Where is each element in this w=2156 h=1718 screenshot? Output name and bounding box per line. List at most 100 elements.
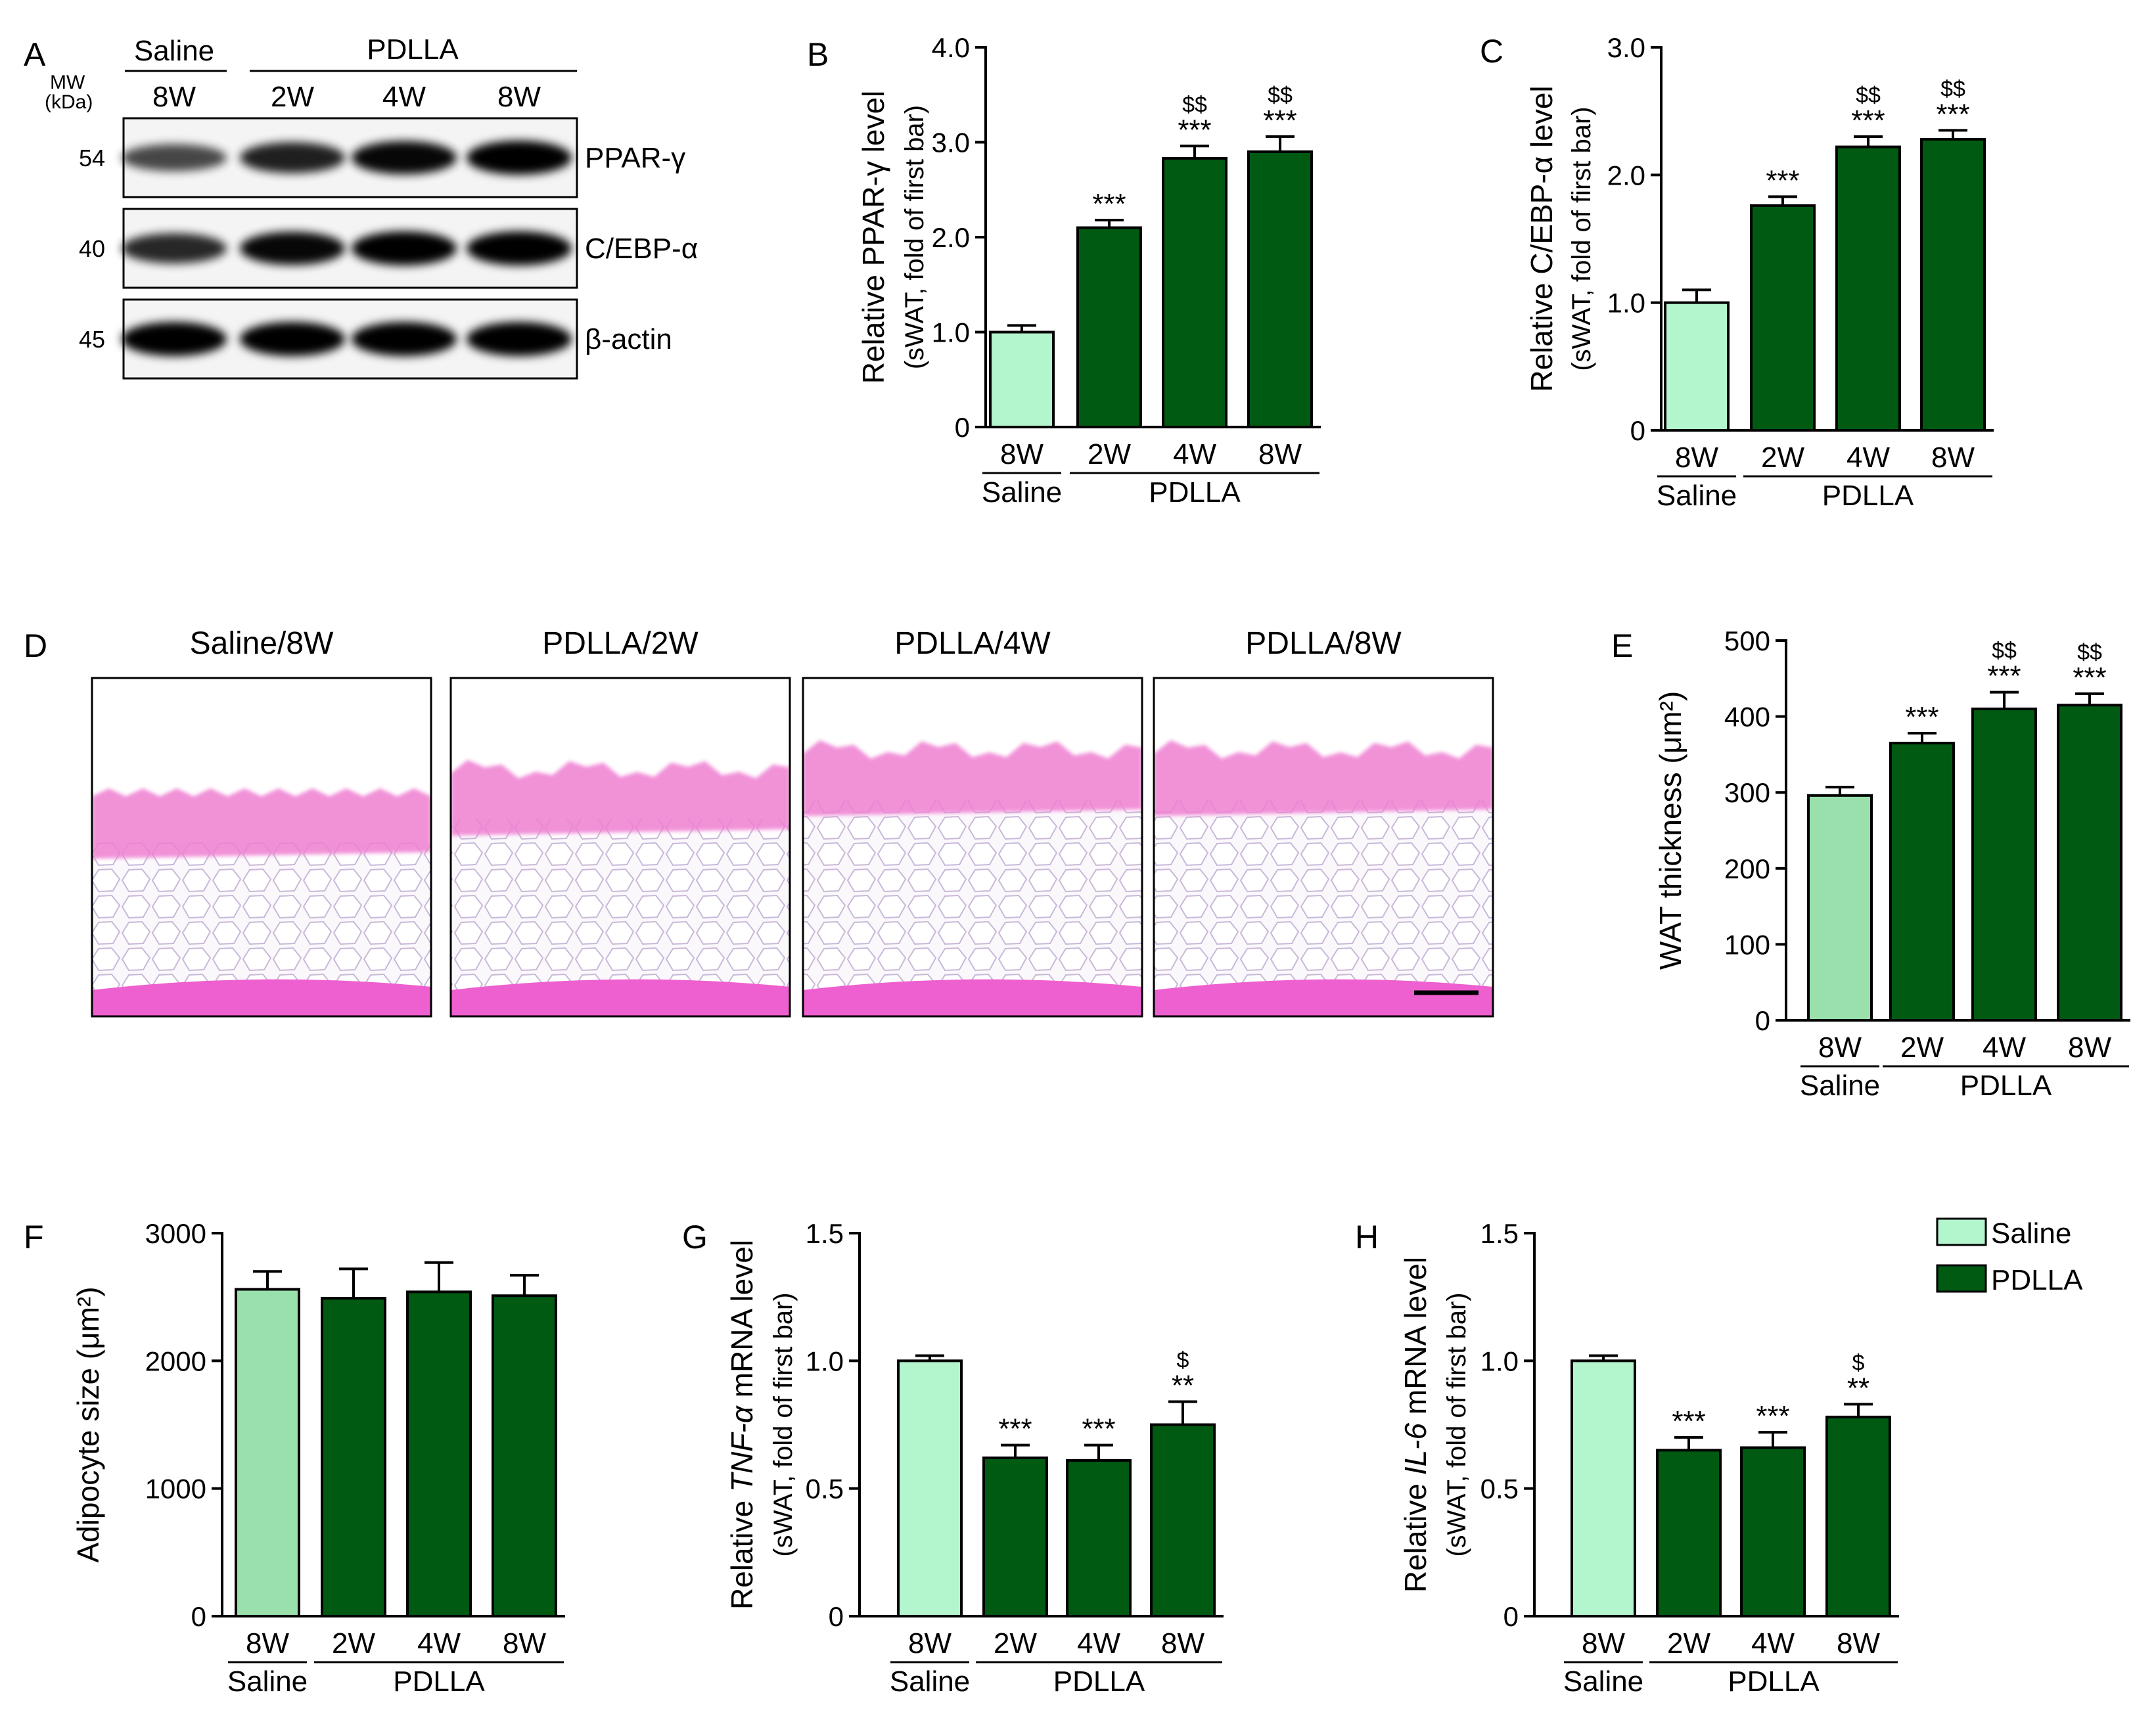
blot-lane-label: 2W bbox=[271, 81, 314, 113]
y-tick-label: 300 bbox=[1724, 777, 1770, 808]
y-tick-label: 1.0 bbox=[932, 317, 970, 348]
histology-title: PDLLA/8W bbox=[1245, 626, 1402, 661]
bar bbox=[1825, 1415, 1891, 1618]
blot-strips: 54 PPAR-γ 40 C/EBP-α 45 β-actin bbox=[79, 117, 698, 380]
significance-stars: *** bbox=[1905, 701, 1938, 733]
histology-image: PDLLA/4W bbox=[802, 626, 1143, 1018]
panel-letter: E bbox=[1611, 627, 1633, 664]
blot-band bbox=[240, 231, 345, 265]
blot-band bbox=[352, 322, 457, 356]
y-axis-label: Relative TNF-α mRNA level bbox=[725, 1240, 759, 1610]
x-tick-label: 8W bbox=[2068, 1031, 2111, 1064]
x-tick-label: 8W bbox=[1258, 438, 1302, 470]
bar bbox=[1920, 137, 1986, 432]
y-tick-label: 4.0 bbox=[932, 32, 970, 63]
blot-band bbox=[122, 144, 227, 171]
muscle-layer bbox=[451, 979, 790, 1016]
y-tick-label: 1000 bbox=[145, 1474, 206, 1504]
histology-frame bbox=[802, 677, 1143, 1018]
x-tick-label: 2W bbox=[1761, 441, 1804, 474]
bar bbox=[406, 1290, 472, 1617]
histology-frame bbox=[449, 677, 791, 1018]
x-tick-label: 2W bbox=[1667, 1627, 1710, 1660]
group-label-pdlla: PDLLA bbox=[1822, 480, 1914, 512]
x-tick-label: 2W bbox=[1088, 438, 1131, 470]
significance-stars: *** bbox=[2073, 662, 2106, 694]
x-tick-label: 8W bbox=[503, 1627, 546, 1660]
blot-lane-label: 4W bbox=[382, 81, 426, 113]
x-tick-label: 8W bbox=[1837, 1627, 1880, 1660]
y-axis-label: WAT thickness (μm²) bbox=[1653, 691, 1687, 970]
histology-title: PDLLA/2W bbox=[542, 626, 699, 661]
y-tick-label: 0 bbox=[191, 1601, 206, 1632]
significance-dollars: $ bbox=[1177, 1348, 1189, 1373]
y-tick-label: 3.0 bbox=[1607, 32, 1645, 63]
blot-band bbox=[352, 231, 457, 265]
x-tick-label: 4W bbox=[417, 1627, 461, 1660]
histology-title: PDLLA/4W bbox=[894, 626, 1051, 661]
y-tick-label: 500 bbox=[1724, 625, 1770, 656]
y-tick-label: 2.0 bbox=[932, 222, 970, 253]
bar bbox=[1571, 1359, 1636, 1617]
x-tick-label: 8W bbox=[1161, 1627, 1204, 1660]
x-tick-label: 2W bbox=[332, 1627, 375, 1660]
y-axis-label: Adipocyte size (μm²) bbox=[71, 1286, 105, 1562]
y-tick-label: 0.5 bbox=[806, 1474, 844, 1504]
bar bbox=[1750, 204, 1816, 432]
blot-band bbox=[240, 322, 345, 356]
bar bbox=[1807, 794, 1873, 1022]
significance-dollars: $$ bbox=[1268, 83, 1293, 108]
blot-band bbox=[467, 322, 572, 356]
significance-dollars: $$ bbox=[1992, 639, 2017, 664]
bar bbox=[1076, 226, 1142, 428]
histology-frame bbox=[91, 677, 432, 1018]
group-label-pdlla: PDLLA bbox=[393, 1665, 485, 1698]
histology-frame bbox=[1153, 677, 1494, 1018]
y-axis-sublabel: (sWAT, fold of first bar) bbox=[769, 1292, 798, 1556]
y-tick-label: 3.0 bbox=[932, 127, 970, 158]
y-tick-label: 0 bbox=[1755, 1005, 1770, 1036]
y-axis-sublabel: (sWAT, fold of first bar) bbox=[1442, 1292, 1471, 1556]
blot-band bbox=[352, 141, 457, 175]
muscle-layer bbox=[803, 979, 1142, 1016]
group-label-pdlla: PDLLA bbox=[1728, 1665, 1820, 1698]
y-tick-label: 0 bbox=[1630, 415, 1645, 446]
histology-image: Saline/8W bbox=[91, 626, 432, 1018]
x-tick-label: 8W bbox=[908, 1627, 952, 1660]
blot-band bbox=[467, 231, 572, 265]
x-tick-label: 8W bbox=[1000, 438, 1044, 470]
chart-b: B 0 1.0 2.0 3.0 4.0 Relative PPAR-γ level (sWAT… bbox=[807, 32, 1321, 509]
legend: Saline PDLLA bbox=[1936, 1217, 2083, 1296]
y-axis-label: Relative PPAR-γ level bbox=[856, 91, 890, 384]
bar bbox=[989, 330, 1055, 428]
bar bbox=[1740, 1446, 1806, 1617]
significance-stars: *** bbox=[1672, 1405, 1705, 1437]
group-label-saline: Saline bbox=[1800, 1070, 1880, 1102]
group-label-saline: Saline bbox=[1657, 480, 1737, 512]
legend-pdlla-swatch bbox=[1936, 1264, 1987, 1293]
bar bbox=[1066, 1458, 1132, 1617]
blot-group-saline: Saline bbox=[134, 35, 214, 67]
y-tick-label: 2.0 bbox=[1607, 160, 1645, 191]
chart-c: C 0 1.0 2.0 3.0 Relative C/EBP-α level (sWAT, … bbox=[1480, 32, 1994, 512]
y-axis-sublabel: (sWAT, fold of first bar) bbox=[1567, 106, 1596, 371]
panel-d: D Saline/8W PDLLA/2W PDLLA/4W PDLLA/8W bbox=[24, 626, 1494, 1018]
y-axis-sublabel: (sWAT, fold of first bar) bbox=[900, 105, 929, 369]
histology-image: PDLLA/8W bbox=[1153, 626, 1494, 1018]
blot-lane-labels: 8W 2W 4W 8W bbox=[152, 81, 541, 113]
blot-band bbox=[467, 141, 572, 175]
y-tick-label: 400 bbox=[1724, 702, 1770, 733]
group-label-pdlla: PDLLA bbox=[1960, 1070, 2052, 1102]
y-tick-label: 0 bbox=[955, 412, 970, 443]
blot-band bbox=[122, 322, 227, 356]
significance-stars: *** bbox=[1936, 98, 1969, 130]
blot-lane-label: 8W bbox=[497, 81, 541, 113]
blot-strip: 54 PPAR-γ bbox=[79, 117, 685, 198]
x-tick-label: 4W bbox=[1846, 441, 1890, 474]
significance-stars: *** bbox=[1851, 104, 1885, 137]
dermis-layer bbox=[92, 788, 431, 859]
panel-letter: B bbox=[807, 36, 829, 73]
histology-image: PDLLA/2W bbox=[449, 626, 791, 1018]
bar bbox=[1247, 150, 1313, 428]
